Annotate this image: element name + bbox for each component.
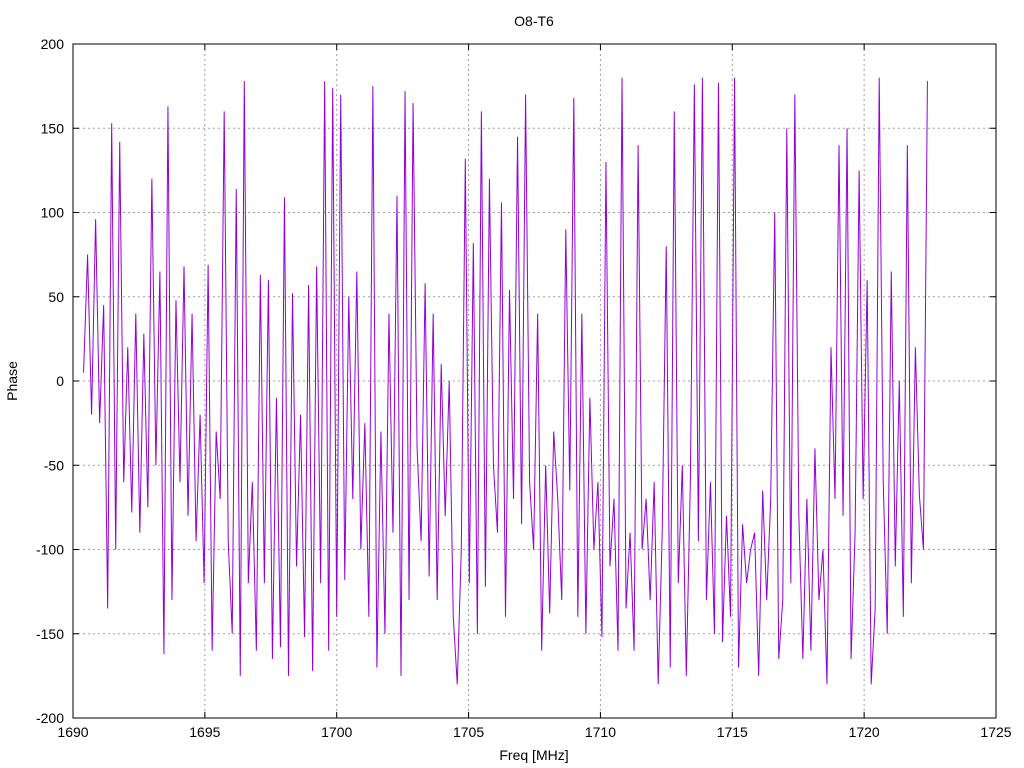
x-axis-label: Freq [MHz] xyxy=(499,747,568,763)
y-tick-label: 50 xyxy=(48,289,64,305)
x-tick-label: 1695 xyxy=(189,724,220,740)
y-tick-labels: -200 -150 -100 -50 0 50 100 150 200 xyxy=(36,36,64,726)
y-tick-label: 150 xyxy=(41,120,65,136)
chart-title: O8-T6 xyxy=(514,13,554,29)
y-tick-label: 0 xyxy=(56,373,64,389)
y-axis-label: Phase xyxy=(4,361,20,401)
x-tick-label: 1725 xyxy=(980,724,1011,740)
x-tick-label: 1720 xyxy=(849,724,880,740)
y-tick-label: -200 xyxy=(36,710,64,726)
phase-series-line xyxy=(83,77,928,685)
x-tick-label: 1700 xyxy=(321,724,352,740)
x-tick-labels: 1690 1695 1700 1705 1710 1715 1720 1725 xyxy=(57,724,1011,740)
tick-marks xyxy=(72,43,997,719)
y-tick-label: -150 xyxy=(36,626,64,642)
x-tick-label: 1690 xyxy=(57,724,88,740)
y-tick-label: -50 xyxy=(44,457,64,473)
y-tick-label: 200 xyxy=(41,36,65,52)
x-tick-label: 1705 xyxy=(453,724,484,740)
x-tick-label: 1715 xyxy=(717,724,748,740)
series-layer xyxy=(83,77,928,685)
y-tick-label: 100 xyxy=(41,205,65,221)
y-tick-label: -100 xyxy=(36,542,64,558)
x-tick-label: 1710 xyxy=(585,724,616,740)
